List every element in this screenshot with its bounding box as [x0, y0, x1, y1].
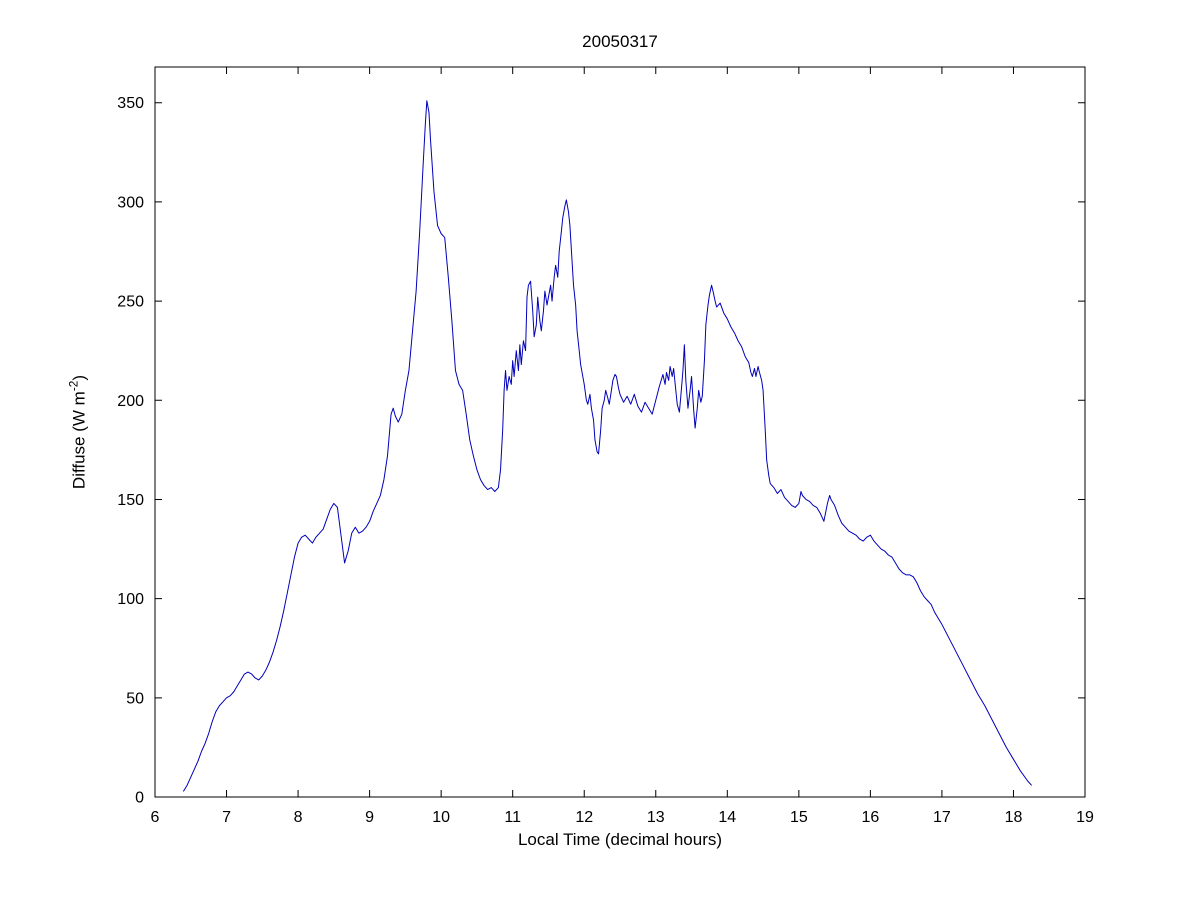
- x-tick-label: 8: [294, 809, 303, 826]
- y-tick-label: 200: [117, 393, 144, 410]
- y-axis-label-suffix: ): [69, 374, 89, 381]
- y-tick-label: 100: [117, 591, 144, 608]
- y-tick-label: 300: [117, 194, 144, 211]
- x-tick-label: 11: [504, 809, 521, 826]
- x-tick-label: 16: [861, 809, 879, 826]
- x-tick-label: 14: [718, 809, 736, 826]
- axes-box: [154, 66, 1086, 798]
- chart-title: 20050317: [582, 32, 658, 51]
- x-tick-label: 12: [575, 809, 593, 826]
- y-tick-label: 0: [135, 790, 144, 807]
- data-series-line: [183, 100, 1032, 792]
- x-tick-label: 9: [365, 809, 374, 826]
- x-tick-label: 15: [790, 809, 808, 826]
- y-tick-label: 250: [117, 294, 144, 311]
- x-axis-label: Local Time (decimal hours): [517, 830, 723, 849]
- y-axis-label-superscript: -2: [66, 380, 81, 392]
- y-axis-label-text: Diffuse (W m: [69, 391, 89, 490]
- x-tick-label: 6: [151, 809, 160, 826]
- y-tick-label: 150: [117, 492, 144, 509]
- y-tick-label: 350: [117, 95, 144, 112]
- tick-marks: [154, 67, 1086, 798]
- x-tick-label: 19: [1076, 809, 1094, 826]
- x-tick-label: 18: [1005, 809, 1023, 826]
- y-tick-label: 50: [126, 690, 144, 707]
- x-tick-label: 13: [647, 809, 665, 826]
- x-tick-label: 17: [933, 809, 951, 826]
- x-tick-label: 7: [222, 809, 231, 826]
- x-tick-label: 10: [432, 809, 450, 826]
